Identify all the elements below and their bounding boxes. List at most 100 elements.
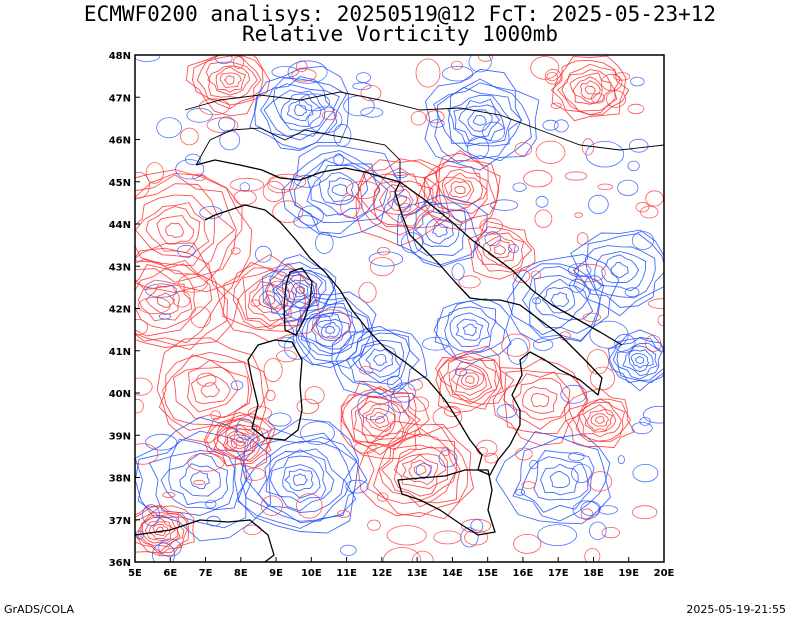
negative-vorticity-contour — [458, 104, 501, 138]
positive-vorticity-contour — [584, 548, 601, 562]
negative-vorticity-contour — [413, 203, 467, 256]
negative-vorticity-contour — [327, 177, 354, 203]
positive-vorticity-contour — [407, 379, 423, 391]
negative-vorticity-contour — [631, 422, 653, 435]
sicily-coastline — [397, 469, 496, 536]
negative-vorticity-contour — [584, 245, 656, 299]
positive-vorticity-contour — [467, 220, 536, 280]
negative-vorticity-contour — [510, 254, 620, 344]
negative-vorticity-contour — [315, 314, 332, 328]
positive-vorticity-contour — [456, 369, 485, 390]
positive-vorticity-contour — [550, 102, 562, 109]
positive-vorticity-contour — [428, 165, 488, 215]
positive-vorticity-contour — [359, 365, 374, 375]
negative-vorticity-contour — [293, 154, 389, 223]
negative-vorticity-contour — [286, 99, 314, 122]
negative-vorticity-contour — [135, 55, 160, 62]
positive-vorticity-contour — [276, 350, 297, 363]
negative-vorticity-contour — [271, 66, 299, 78]
positive-vorticity-contour — [454, 185, 466, 195]
positive-vorticity-contour — [425, 110, 445, 124]
positive-vorticity-contour — [648, 298, 664, 310]
positive-vorticity-contour — [155, 292, 176, 308]
italy-coastline — [195, 159, 603, 476]
lat-label: 39N — [109, 431, 131, 442]
negative-vorticity-contour — [158, 538, 182, 557]
negative-vorticity-contour — [580, 500, 601, 517]
negative-vorticity-contour — [324, 325, 336, 335]
negative-vorticity-contour — [425, 218, 455, 245]
negative-vorticity-contour — [295, 296, 374, 369]
negative-vorticity-contour — [298, 205, 324, 226]
positive-vorticity-contour — [561, 69, 616, 112]
negative-vorticity-contour — [484, 231, 501, 247]
positive-vorticity-contour — [173, 359, 250, 420]
positive-vorticity-contour — [187, 452, 225, 472]
positive-vorticity-contour — [367, 519, 381, 531]
positive-vorticity-contour — [586, 408, 614, 432]
negative-vorticity-contour — [265, 449, 335, 512]
positive-vorticity-contour — [357, 400, 404, 441]
negative-vorticity-contour — [444, 306, 497, 353]
negative-vorticity-contour — [360, 107, 384, 118]
positive-vorticity-contour — [574, 212, 583, 218]
positive-vorticity-contour — [482, 235, 516, 267]
positive-vorticity-contour — [185, 55, 271, 117]
positive-vorticity-contour — [225, 440, 238, 450]
negative-vorticity-contour — [287, 60, 328, 84]
positive-vorticity-contour — [587, 471, 613, 492]
negative-vorticity-contour — [158, 313, 172, 320]
positive-vorticity-contour — [155, 526, 165, 534]
positive-vorticity-contour — [158, 351, 269, 431]
positive-vorticity-contour — [223, 75, 235, 85]
positive-vorticity-contour — [572, 76, 603, 104]
positive-vorticity-contour — [377, 492, 389, 502]
negative-vorticity-contour — [462, 323, 478, 337]
positive-vorticity-contour — [180, 127, 199, 146]
negative-vorticity-contour — [372, 353, 388, 366]
vorticity-contours — [135, 55, 664, 562]
positive-vorticity-contour — [365, 407, 396, 432]
negative-vorticity-contour — [468, 55, 492, 73]
negative-vorticity-contour — [431, 223, 449, 238]
negative-vorticity-contour — [168, 452, 229, 506]
lat-label: 41N — [109, 347, 131, 358]
negative-vorticity-contour — [268, 268, 335, 316]
negative-vorticity-contour — [318, 172, 361, 206]
positive-vorticity-contour — [657, 314, 664, 326]
positive-vorticity-contour — [135, 171, 150, 199]
positive-vorticity-contour — [493, 244, 507, 255]
positive-vorticity-contour — [435, 350, 505, 410]
positive-vorticity-contour — [597, 183, 614, 190]
negative-vorticity-contour — [424, 68, 540, 171]
negative-vorticity-contour — [331, 183, 348, 197]
negative-vorticity-contour — [356, 72, 371, 83]
negative-vorticity-contour — [535, 195, 549, 208]
positive-vorticity-contour — [530, 392, 550, 408]
positive-vorticity-contour — [380, 444, 457, 502]
positive-vorticity-contour — [193, 479, 206, 486]
positive-vorticity-contour — [353, 441, 377, 454]
latitude-labels: 48N 47N 46N 45N 44N 43N 42N 41N 40N 39N 38N 37N 36N — [109, 51, 140, 569]
positive-vorticity-contour — [432, 406, 463, 429]
positive-vorticity-contour — [250, 299, 261, 307]
positive-vorticity-contour — [484, 452, 499, 464]
positive-vorticity-contour — [476, 232, 525, 270]
negative-vorticity-contour — [230, 380, 244, 391]
lat-label: 42N — [109, 305, 131, 316]
positive-vorticity-contour — [580, 508, 594, 521]
negative-vorticity-contour — [234, 418, 360, 534]
positive-vorticity-contour — [229, 431, 251, 450]
positive-vorticity-contour — [606, 90, 627, 108]
negative-vorticity-contour — [434, 300, 506, 359]
positive-vorticity-contour — [152, 523, 169, 537]
positive-vorticity-contour — [401, 454, 439, 486]
negative-vorticity-contour — [616, 342, 663, 380]
positive-vorticity-contour — [247, 406, 272, 420]
negative-vorticity-contour — [177, 244, 196, 258]
positive-vorticity-contour — [162, 354, 253, 428]
positive-vorticity-contour — [156, 215, 195, 245]
negative-vorticity-contour — [532, 338, 554, 351]
lon-label: 11E — [336, 568, 357, 579]
positive-vorticity-contour — [203, 412, 276, 469]
